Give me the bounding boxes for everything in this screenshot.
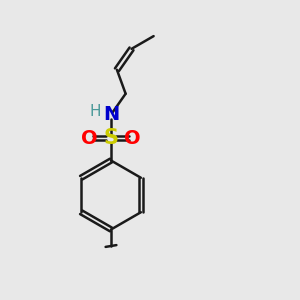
Text: S: S [103, 128, 118, 148]
Text: O: O [81, 128, 98, 148]
Text: O: O [124, 128, 141, 148]
Text: N: N [103, 105, 119, 124]
Text: H: H [90, 103, 101, 118]
